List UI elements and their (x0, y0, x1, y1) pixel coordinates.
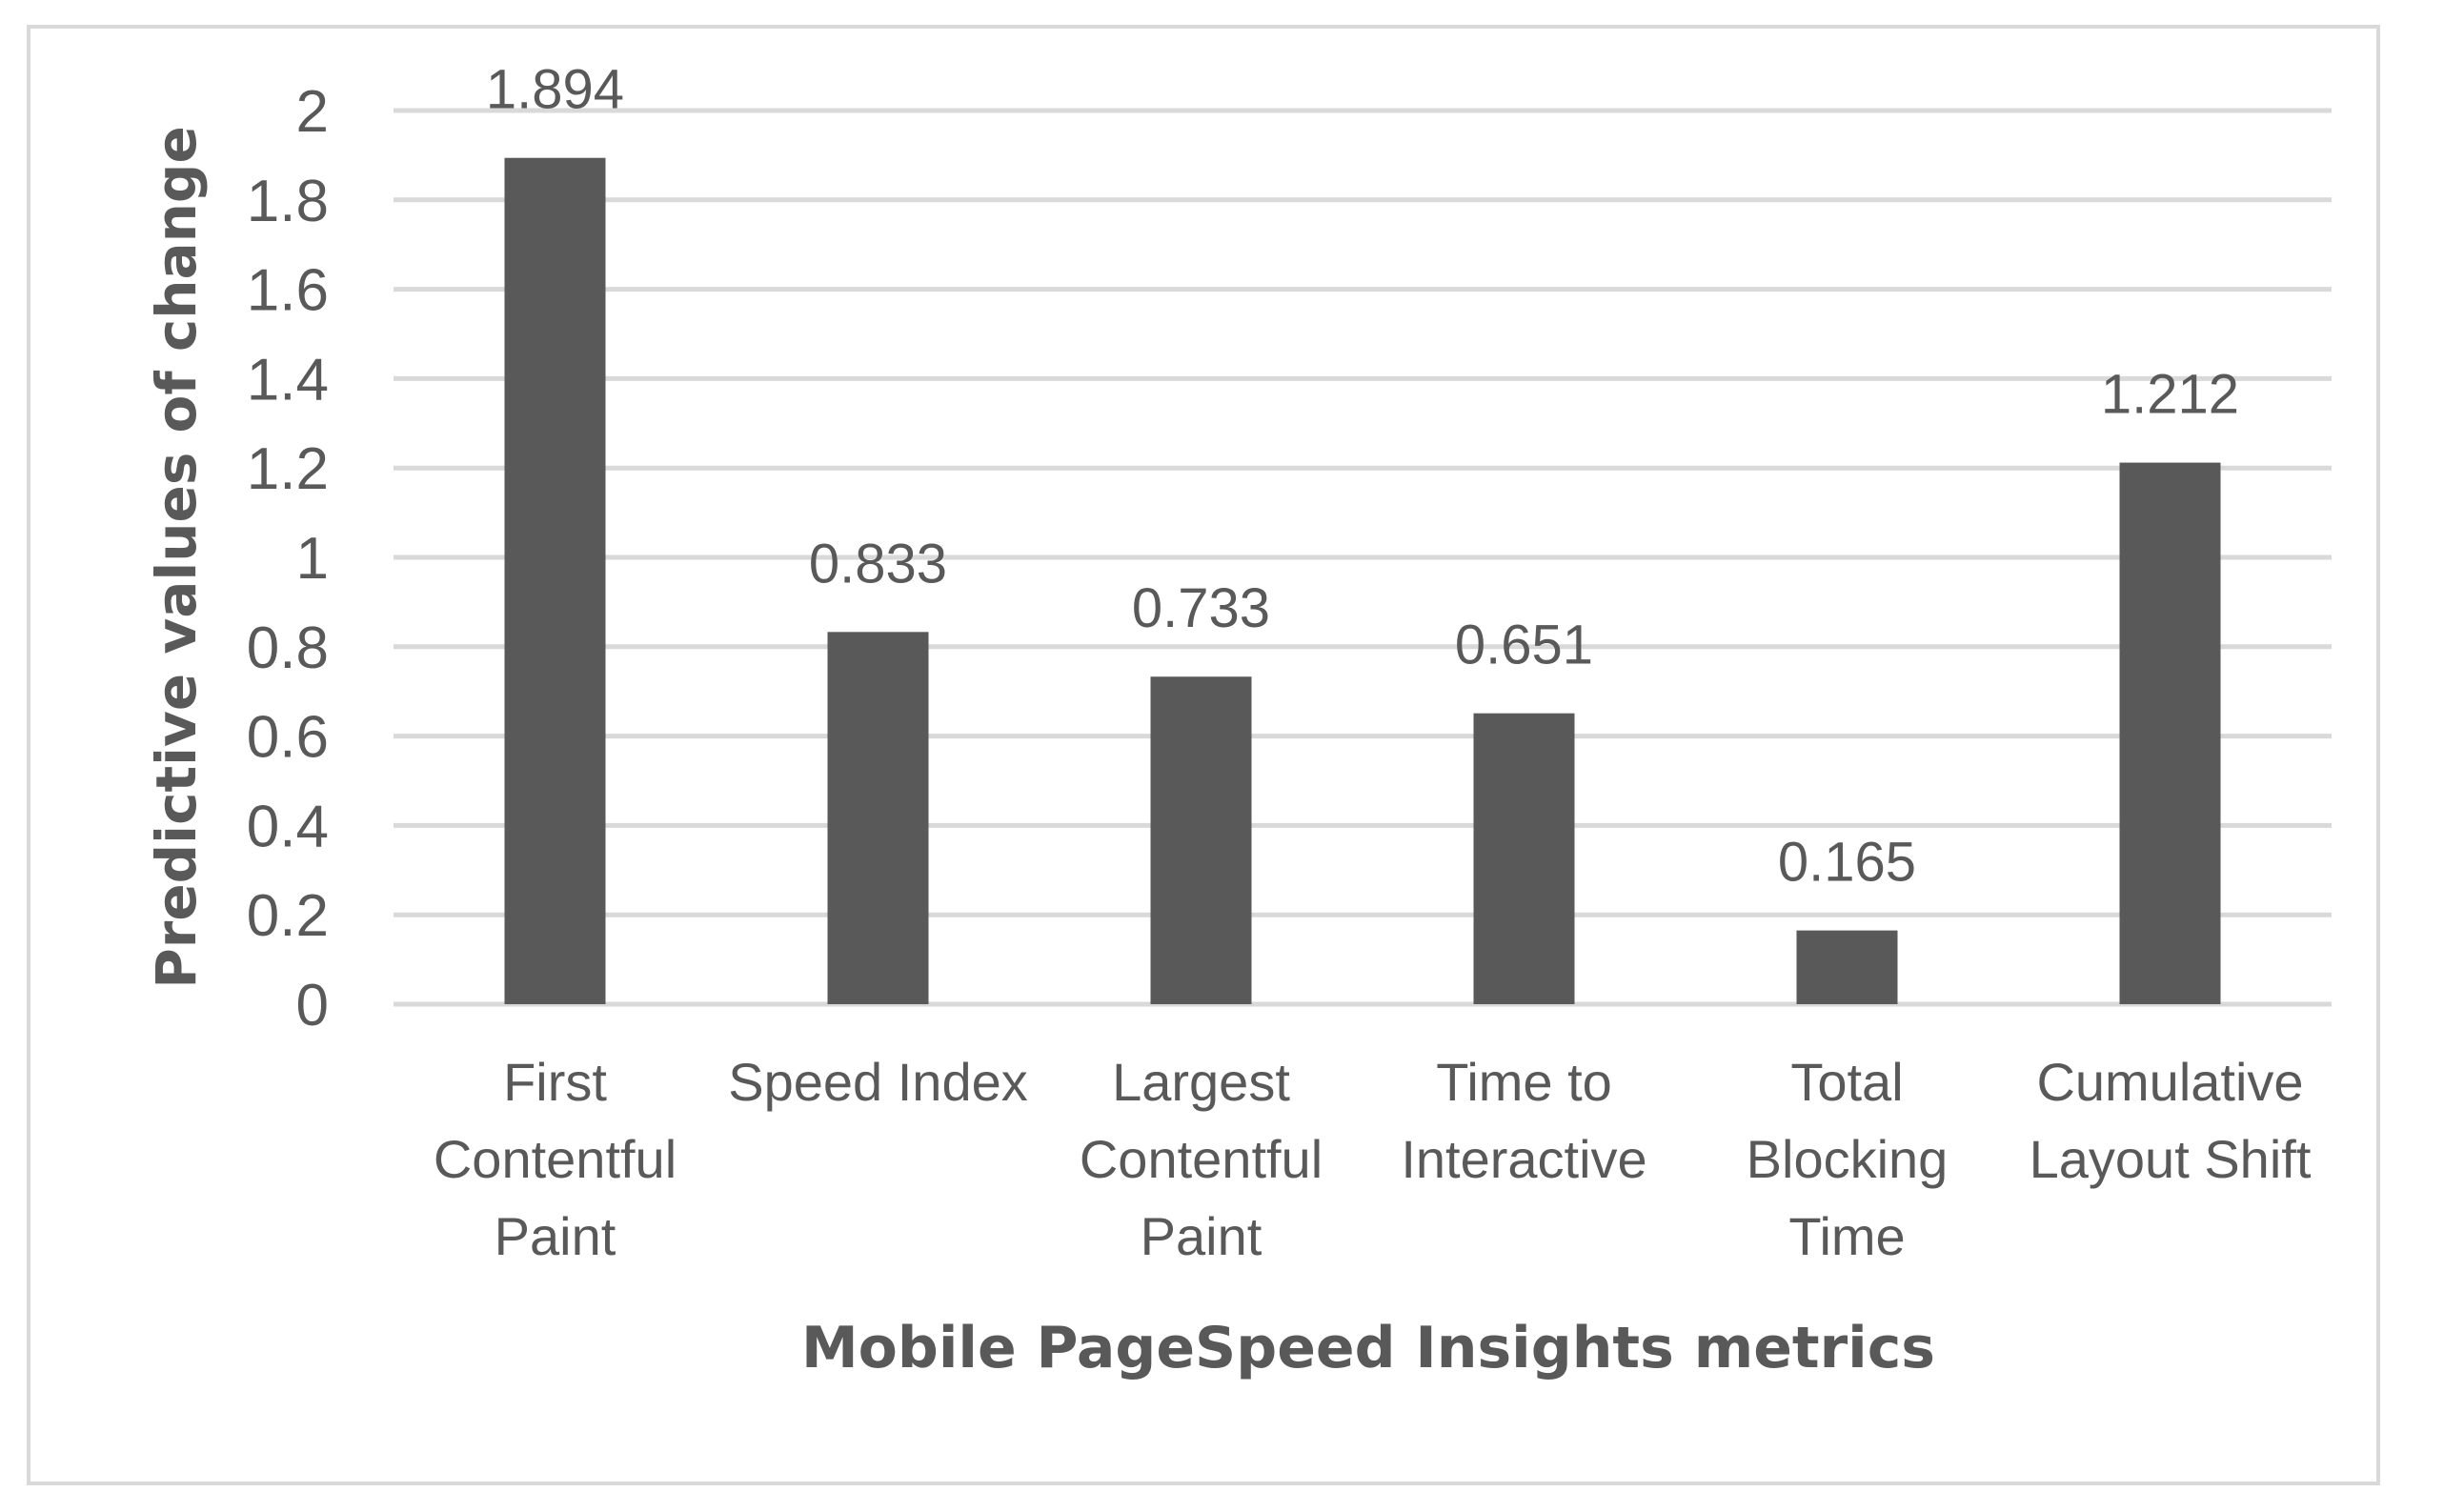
x-tick-label-line: Time (1788, 1206, 1905, 1266)
y-tick-label: 0.4 (247, 794, 329, 859)
data-label: 0.651 (1455, 615, 1593, 676)
data-label: 0.733 (1132, 577, 1270, 639)
y-axis-ticks: 0 0.2 0.4 0.6 0.8 1 1.2 1.4 1.6 1.8 2 (247, 79, 329, 1038)
bars (504, 157, 2221, 1005)
x-tick-label-line: Speed Index (728, 1052, 1027, 1112)
x-axis-categories: First Contentful Paint Speed Index Largest Co… (434, 1052, 2312, 1266)
x-tick-label: Time to Interactive (1401, 1052, 1646, 1189)
y-tick-label: 2 (296, 79, 329, 145)
x-tick-label-line: Total (1790, 1052, 1903, 1112)
gridlines (394, 108, 2332, 1007)
x-tick-label-line: Contentful (1080, 1129, 1323, 1189)
x-tick-label-line: Largest (1112, 1052, 1290, 1112)
bar (2119, 462, 2221, 1004)
y-tick-label: 0.2 (247, 883, 329, 949)
y-tick-label: 1 (296, 526, 329, 592)
bar (1473, 713, 1575, 1004)
data-label: 0.165 (1778, 832, 1916, 894)
y-tick-label: 0.6 (247, 705, 329, 771)
y-tick-label: 1.4 (247, 347, 329, 413)
x-tick-label: Speed Index (728, 1052, 1027, 1112)
y-tick-label: 0 (296, 973, 329, 1038)
bar (1796, 930, 1898, 1004)
x-tick-label: Cumulative Layout Shift (2030, 1052, 2312, 1189)
bar (504, 157, 606, 1005)
x-tick-label-line: Time to (1436, 1052, 1612, 1112)
x-tick-label-line: Cumulative (2036, 1052, 2303, 1112)
x-tick-label-line: Interactive (1401, 1129, 1646, 1189)
x-tick-label-line: Blocking (1747, 1129, 1949, 1189)
data-label: 1.212 (2101, 364, 2239, 426)
x-tick-label: Total Blocking Time (1747, 1052, 1949, 1266)
x-tick-label-line: First (503, 1052, 607, 1112)
y-tick-label: 1.6 (247, 258, 329, 324)
x-tick-label: First Contentful Paint (434, 1052, 677, 1266)
bar (1150, 676, 1252, 1004)
y-axis-title: Predictive values of change (144, 126, 209, 989)
x-tick-label: Largest Contentful Paint (1080, 1052, 1323, 1266)
data-label: 0.833 (809, 533, 947, 595)
x-tick-label-line: Paint (495, 1206, 616, 1266)
x-tick-label-line: Contentful (434, 1129, 677, 1189)
data-label: 1.894 (486, 59, 624, 121)
y-tick-label: 1.2 (247, 436, 329, 502)
data-labels: 1.894 0.833 0.733 0.651 0.165 1.212 (486, 59, 2239, 894)
x-tick-label-line: Layout Shift (2030, 1129, 2312, 1189)
y-tick-label: 1.8 (247, 169, 329, 234)
x-tick-label-line: Paint (1141, 1206, 1262, 1266)
bar (827, 632, 929, 1004)
y-tick-label: 0.8 (247, 615, 329, 681)
x-axis-title: Mobile PageSpeed Insights metrics (801, 1315, 1935, 1381)
